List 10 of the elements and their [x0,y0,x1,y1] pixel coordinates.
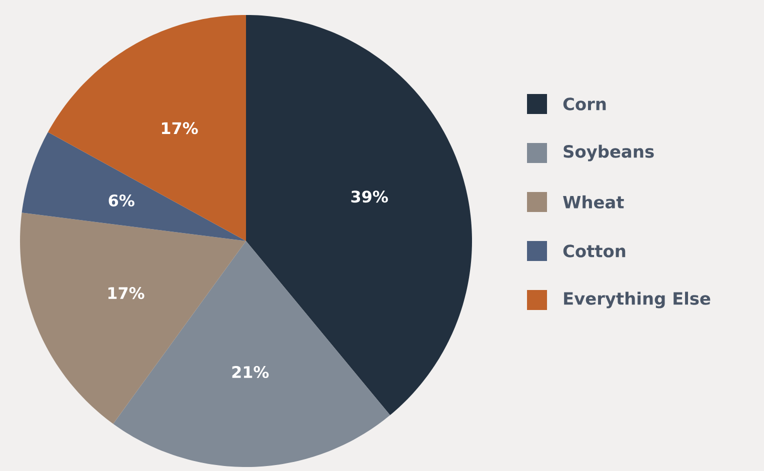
legend-label: Cotton [563,244,626,258]
data-label: 17% [108,287,144,300]
data-label: 17% [162,122,198,134]
data-label: 21% [232,366,269,378]
legend-label: Wheat [563,195,624,209]
legend-label: Everything Else [564,292,710,308]
legend-label: Corn [563,98,606,110]
data-label: 6% [108,194,134,207]
data-label: 39% [351,190,388,203]
legend-label: Soybeans [564,144,654,162]
